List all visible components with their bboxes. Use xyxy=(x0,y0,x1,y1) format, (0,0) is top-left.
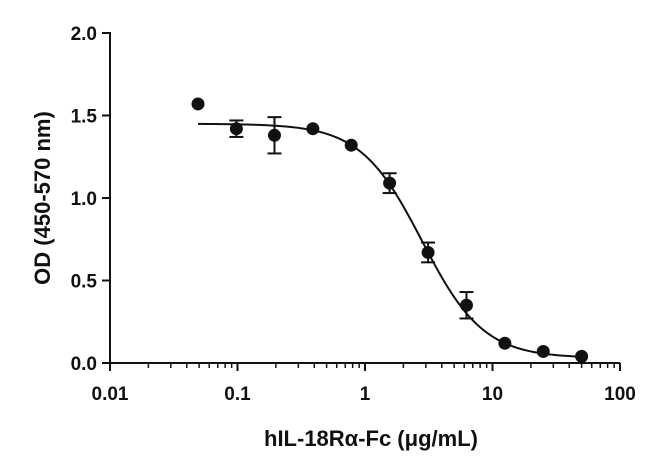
fit-curve xyxy=(197,122,582,358)
axes xyxy=(109,32,620,364)
data-point xyxy=(459,298,473,312)
x-tick-label: 0.1 xyxy=(224,384,251,405)
data-point xyxy=(191,97,205,111)
data-point xyxy=(306,122,320,136)
data-points xyxy=(191,97,589,363)
data-point xyxy=(575,349,589,363)
data-point xyxy=(498,336,512,350)
y-tick-label: 1.5 xyxy=(71,107,98,128)
y-tick-label: 1.0 xyxy=(71,189,97,210)
x-tick-label: 0.01 xyxy=(92,384,129,405)
x-axis-ticks: 0.01 0.1 1 10 100 xyxy=(92,363,636,405)
x-tick-label: 10 xyxy=(482,384,503,405)
x-tick-label: 100 xyxy=(604,384,636,405)
data-point xyxy=(267,128,281,142)
data-point xyxy=(383,176,397,190)
x-tick-label: 1 xyxy=(360,384,371,405)
y-tick-label: 0.5 xyxy=(71,272,98,293)
y-tick-label: 0.0 xyxy=(71,354,97,375)
y-axis-ticks: 0.0 0.5 1.0 1.5 2.0 xyxy=(71,24,110,375)
data-point xyxy=(421,245,435,259)
y-axis-title: OD (450-570 nm) xyxy=(30,111,55,285)
data-point xyxy=(536,344,550,358)
y-tick-label: 2.0 xyxy=(71,24,97,45)
x-axis-title: hIL-18Rα-Fc (μg/mL) xyxy=(264,426,478,451)
data-point xyxy=(229,122,243,136)
data-point xyxy=(344,138,358,152)
